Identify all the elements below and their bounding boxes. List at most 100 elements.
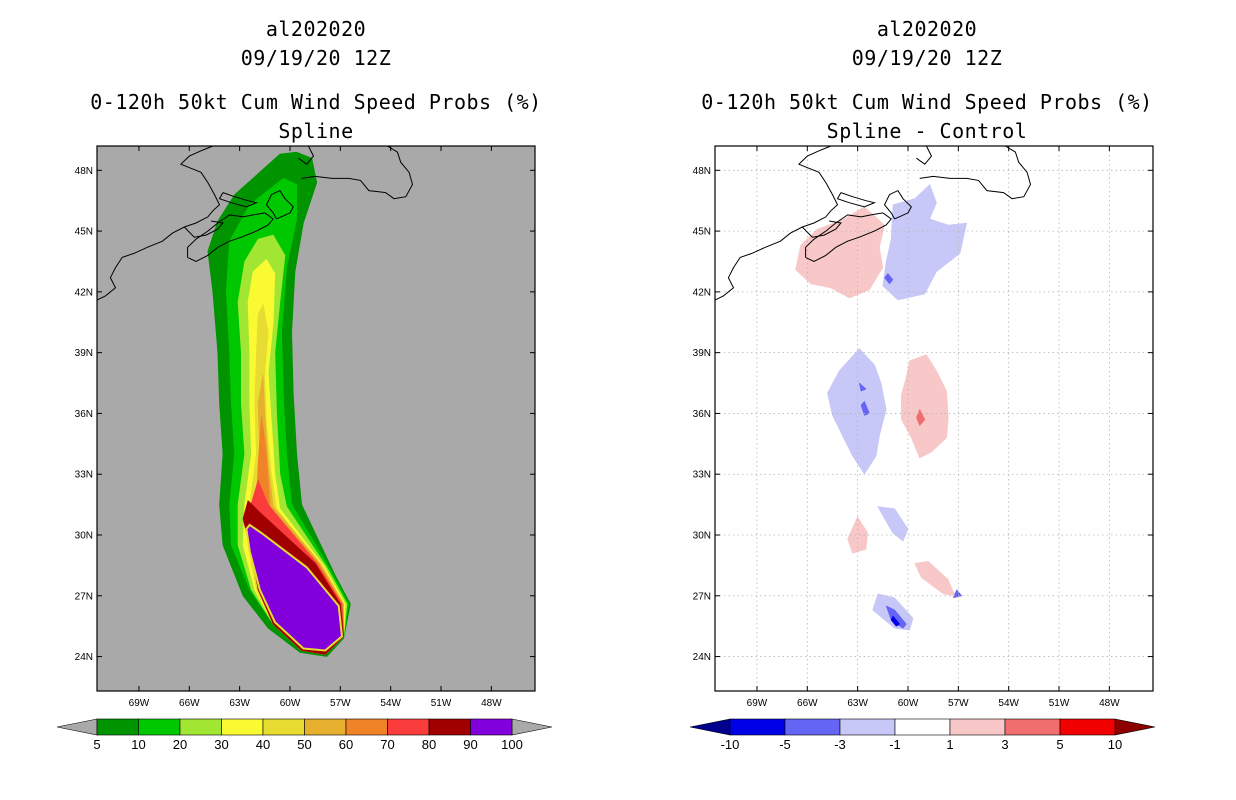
lon-label: 48W	[481, 698, 502, 709]
lat-label: 33N	[693, 470, 711, 481]
lon-label: 60W	[280, 698, 301, 709]
colorbar-swatch	[345, 718, 388, 736]
lat-label: 27N	[75, 591, 93, 602]
colorbar-swatch	[894, 718, 951, 736]
lon-label: 63W	[847, 698, 868, 709]
colorbar-label: 10	[131, 737, 145, 752]
contour-neg3	[885, 605, 907, 629]
map-panel-spline: 48N 45N 42N 39N 36N 33N 30N 27N 24N 69W 66W 63W 60W 5…	[56, 145, 553, 752]
colorbar-swatch	[1004, 718, 1061, 736]
colorbar-swatch	[729, 718, 786, 736]
lon-label: 69W	[129, 698, 150, 709]
colorbar-label: -5	[779, 737, 791, 752]
lat-label: 45N	[75, 227, 93, 238]
coastline	[836, 192, 877, 208]
map-frame	[96, 145, 536, 692]
coastline	[715, 146, 839, 301]
colorbar-swatch	[96, 718, 139, 736]
coastline	[218, 192, 259, 208]
colorbar-extend-low	[689, 718, 731, 736]
lat-label: 36N	[693, 409, 711, 420]
colorbar-swatch	[1059, 718, 1116, 736]
lat-label: 24N	[693, 652, 711, 663]
left-title-storm-id: al202020	[265, 17, 367, 41]
colorbar-swatch	[784, 718, 841, 736]
colorbar-swatch	[839, 718, 896, 736]
right-title-storm-id: al202020	[876, 17, 978, 41]
contour-100	[251, 528, 340, 647]
coastline	[298, 146, 315, 165]
lat-label: 42N	[693, 287, 711, 298]
contour-neg1	[877, 506, 909, 542]
colorbar-label: 70	[380, 737, 394, 752]
colorbar-swatch	[304, 718, 347, 736]
lat-label: 33N	[75, 470, 93, 481]
colorbar-extend-low	[56, 718, 98, 736]
lat-label: 45N	[693, 227, 711, 238]
map-panel-difference: 48N 45N 42N 39N 36N 33N 30N 27N 24N 69W 66W 63W 60W 5…	[689, 145, 1156, 752]
lon-label: 66W	[797, 698, 818, 709]
colorbar-label: 90	[463, 737, 477, 752]
lon-label: 51W	[1049, 698, 1070, 709]
colorbar-label: 20	[173, 737, 187, 752]
coastline	[183, 220, 224, 238]
colorbar-swatch	[387, 718, 430, 736]
colorbar-label: 40	[256, 737, 270, 752]
contour-1	[845, 238, 855, 250]
colorbar: -10 -5 -3 -1 1 3 5 10	[689, 718, 1156, 752]
coastline	[883, 189, 912, 220]
lat-label: 30N	[693, 530, 711, 541]
colorbar-label: 10	[1108, 737, 1122, 752]
core-outline	[245, 523, 344, 652]
colorbar-swatch	[949, 718, 1006, 736]
colorbar-label: 3	[1001, 737, 1008, 752]
colorbar-label: -10	[721, 737, 740, 752]
coastline	[301, 146, 414, 200]
colorbar-label: -3	[834, 737, 846, 752]
coastline	[265, 189, 294, 220]
lon-label: 63W	[229, 698, 250, 709]
coastline	[919, 146, 1032, 200]
lon-label: 57W	[330, 698, 351, 709]
coastline	[97, 146, 221, 301]
colorbar-swatch	[428, 718, 471, 736]
colorbar-swatch	[179, 718, 222, 736]
lat-label: 30N	[75, 530, 93, 541]
lon-label: 48W	[1099, 698, 1120, 709]
lat-label: 48N	[75, 166, 93, 177]
coastline	[801, 220, 842, 238]
coastline	[805, 212, 892, 263]
lat-label: 27N	[693, 591, 711, 602]
lon-label: 54W	[380, 698, 401, 709]
contour-1	[900, 354, 949, 459]
colorbar-label: -1	[889, 737, 901, 752]
contour-neg3	[952, 589, 963, 599]
colorbar-label: 50	[297, 737, 311, 752]
lat-label: 42N	[75, 287, 93, 298]
colorbar-extend-high	[1114, 718, 1156, 736]
contour-neg5	[890, 615, 900, 627]
coastline	[916, 146, 933, 165]
contour-neg1	[882, 184, 968, 301]
lon-label: 51W	[431, 698, 452, 709]
colorbar: 5 10 20 30 40 50 60 70 80 90 100	[56, 718, 553, 752]
colorbar-label: 1	[946, 737, 953, 752]
right-title-date: 09/19/20 12Z	[851, 46, 1003, 70]
lon-label: 60W	[898, 698, 919, 709]
colorbar-swatch	[470, 718, 513, 736]
coastline	[187, 212, 274, 263]
colorbar-swatch	[262, 718, 305, 736]
colorbar-swatch	[138, 718, 181, 736]
contour-neg3	[858, 382, 867, 392]
contour-layer	[715, 146, 1153, 691]
contour-1	[795, 206, 885, 299]
contour-1	[847, 516, 869, 554]
right-title-method: Spline - Control	[826, 119, 1028, 143]
lat-label: 39N	[75, 348, 93, 359]
lon-label: 69W	[747, 698, 768, 709]
contour-neg3	[884, 273, 894, 285]
lat-label: 39N	[693, 348, 711, 359]
colorbar-label: 30	[214, 737, 228, 752]
left-title-product: 0-120h 50kt Cum Wind Speed Probs (%)	[90, 90, 542, 114]
